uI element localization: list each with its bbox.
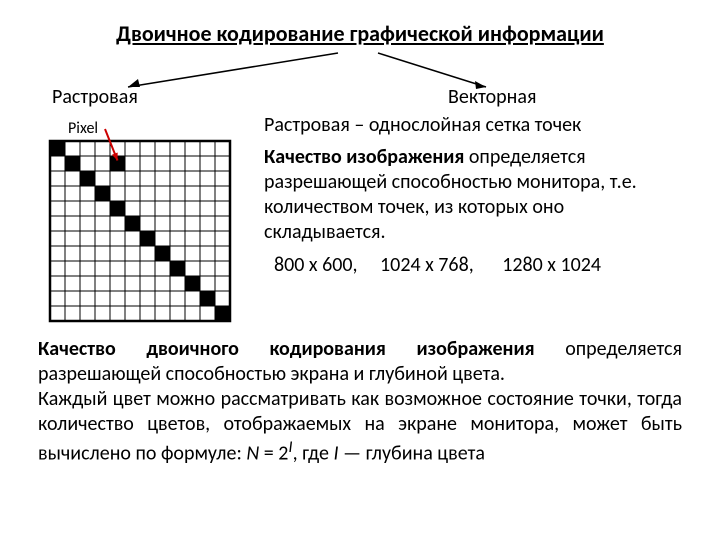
formula-eq: = 2 bbox=[259, 442, 288, 466]
bottom-bold: Качество двоичного кодирования изображен… bbox=[38, 337, 535, 361]
page-title: Двоичное кодирование графической информа… bbox=[38, 20, 682, 47]
branch-right-label: Векторная bbox=[448, 85, 536, 109]
res-1: 800 х 600, bbox=[274, 253, 358, 277]
bottom-p2c: — глубина цвета bbox=[339, 442, 485, 466]
branch-diagram: Растровая Векторная bbox=[38, 51, 682, 111]
quality-bold: Качество изображения bbox=[264, 145, 464, 169]
bottom-paragraph: Качество двоичного кодирования изображен… bbox=[38, 337, 682, 467]
res-3: 1280 х 1024 bbox=[502, 253, 601, 277]
pixel-grid-diagram: Pixel bbox=[38, 117, 248, 327]
bottom-p2b: , где bbox=[293, 442, 334, 466]
formula-N: N bbox=[246, 442, 259, 466]
subtitle: Растровая – однослойная сетка точек bbox=[264, 113, 682, 137]
quality-paragraph: Качество изображения определяется разреш… bbox=[264, 145, 682, 245]
res-2: 1024 х 768, bbox=[380, 253, 474, 277]
branch-left-label: Растровая bbox=[52, 85, 138, 109]
resolutions-line: 800 х 600, 1024 х 768, 1280 х 1024 bbox=[264, 253, 682, 277]
svg-text:Pixel: Pixel bbox=[68, 119, 98, 138]
